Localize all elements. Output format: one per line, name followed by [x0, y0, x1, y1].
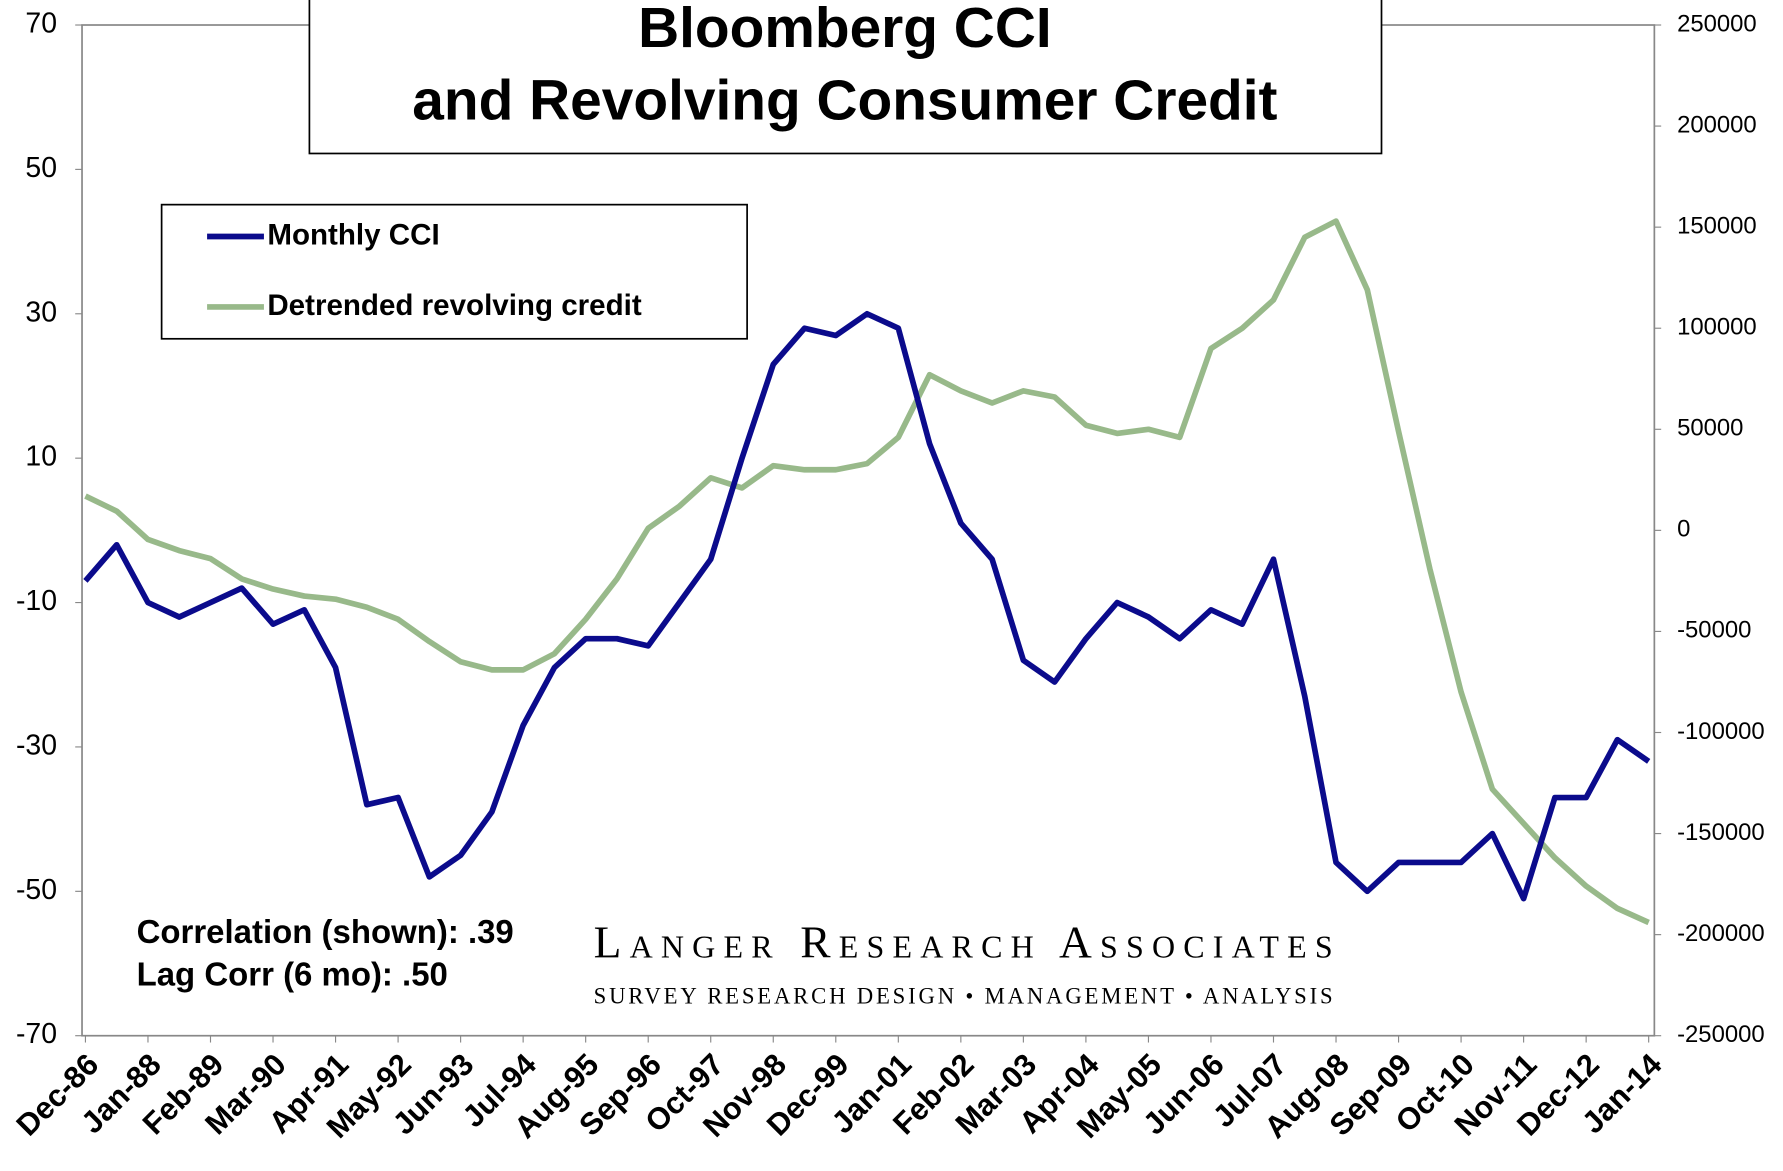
y2-tick-label: -100000: [1677, 718, 1765, 745]
logo-tagline: SURVEY RESEARCH DESIGN • MANAGEMENT • AN…: [594, 983, 1333, 1008]
y2-tick-label: 250000: [1677, 10, 1757, 37]
title-box: [308, 0, 1383, 155]
y-tick-label: -10: [16, 585, 57, 617]
legend-label: Monthly CCI: [267, 218, 439, 251]
annotation: Lag Corr (6 mo): .50: [137, 955, 448, 992]
y2-tick-label: 50000: [1677, 415, 1743, 442]
chart-title: and Revolving Consumer Credit: [412, 70, 1277, 133]
y2-tick-label: 200000: [1677, 111, 1757, 138]
legend-box: [160, 203, 748, 340]
y-tick-label: 70: [25, 8, 57, 40]
y2-tick-label: -150000: [1677, 819, 1765, 846]
y-tick-label: -70: [16, 1018, 57, 1050]
y2-tick-label: 150000: [1677, 212, 1757, 239]
y2-tick-label: 0: [1677, 516, 1690, 543]
y2-tick-label: 100000: [1677, 314, 1757, 341]
y2-tick-label: -50000: [1677, 617, 1751, 644]
y2-tick-label: -250000: [1677, 1021, 1765, 1048]
y2-tick-label: -200000: [1677, 920, 1765, 947]
y-tick-label: 50: [25, 152, 57, 184]
y-tick-label: -50: [16, 874, 57, 906]
logo-name: Langer Research Associates: [594, 916, 1333, 967]
series-line: [84, 218, 1650, 926]
chart-title: Bloomberg CCI: [638, 0, 1052, 60]
legend-label: Detrended revolving credit: [267, 289, 642, 322]
y-tick-label: 10: [25, 441, 57, 473]
y-tick-label: -30: [16, 729, 57, 761]
annotation: Correlation (shown): .39: [137, 913, 514, 950]
y-tick-label: 30: [25, 296, 57, 328]
marks: [83, 218, 1651, 926]
series-line: [83, 310, 1651, 902]
